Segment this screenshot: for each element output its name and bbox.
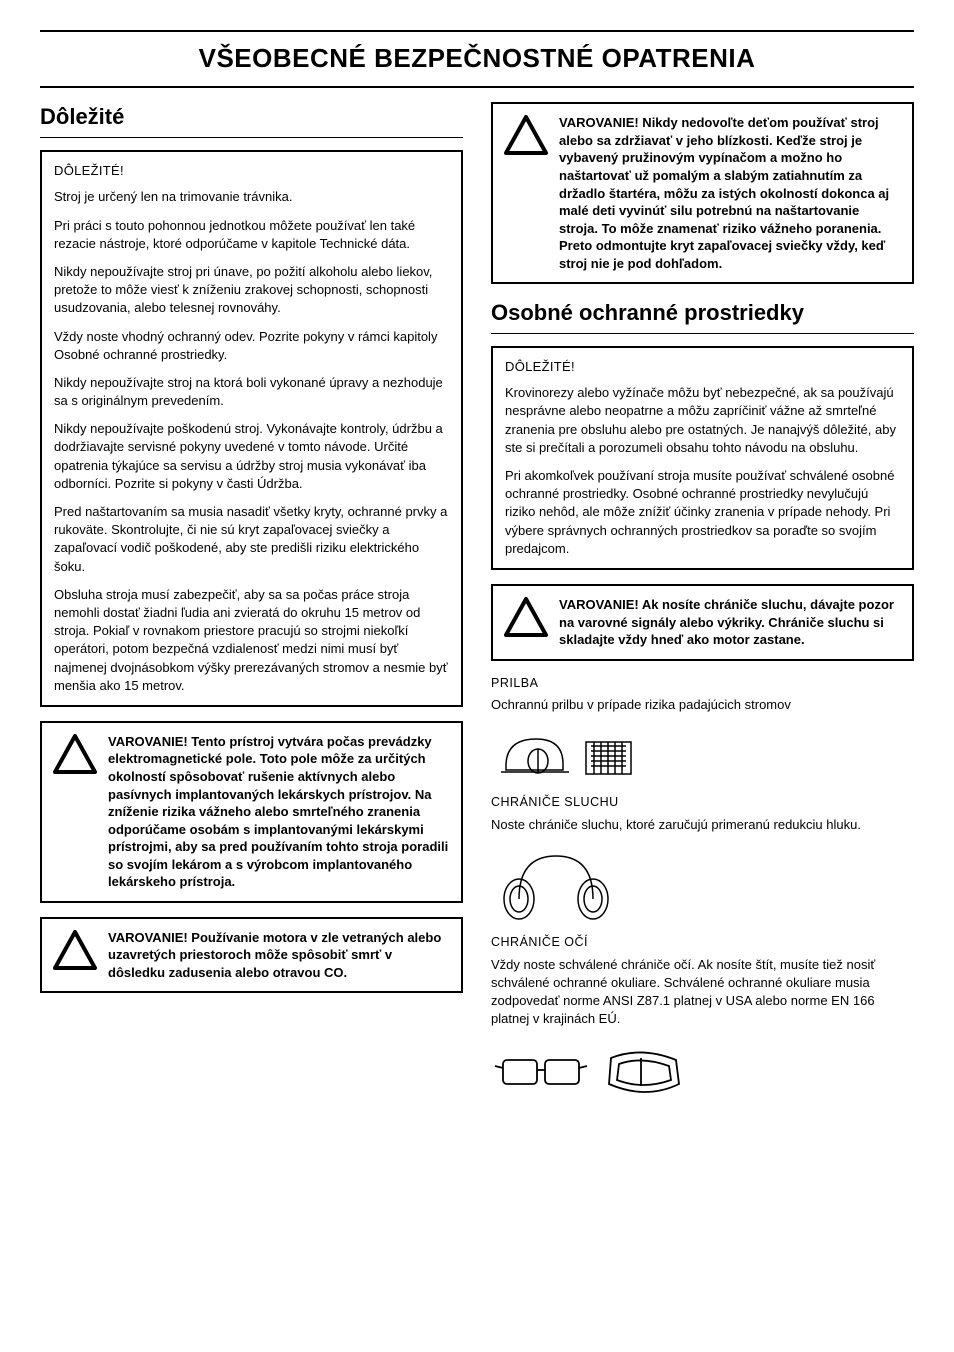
warning-text: VAROVANIE! Tento prístroj vytvára počas …: [108, 733, 449, 891]
important-p: Vždy noste vhodný ochranný odev. Pozrite…: [54, 328, 449, 364]
important-p: Nikdy nepoužívajte poškodenú stroj. Vyko…: [54, 420, 449, 493]
warning-text: VAROVANIE! Ak nosíte chrániče sluchu, dá…: [559, 596, 900, 649]
goggles-illustration: [491, 1038, 914, 1108]
right-heading: Osobné ochranné prostriedky: [491, 298, 914, 329]
right-column: VAROVANIE! Nikdy nedovoľte deťom používa…: [491, 102, 914, 1118]
warning-triangle-icon: [503, 114, 549, 156]
warning-text: VAROVANIE! Nikdy nedovoľte deťom používa…: [559, 114, 900, 272]
left-column: Dôležité DÔLEŽITÉ! Stroj je určený len n…: [40, 102, 463, 1118]
left-important-box: DÔLEŽITÉ! Stroj je určený len na trimova…: [40, 150, 463, 707]
warning-hearing-box: VAROVANIE! Ak nosíte chrániče sluchu, dá…: [491, 584, 914, 661]
page-title: VŠEOBECNÉ BEZPEČNOSTNÉ OPATRENIA: [40, 40, 914, 76]
important-p: Krovinorezy alebo vyžínače môžu byť nebe…: [505, 384, 900, 457]
warning-triangle-icon: [503, 596, 549, 638]
warning-emf-box: VAROVANIE! Tento prístroj vytvára počas …: [40, 721, 463, 903]
important-p: Obsluha stroja musí zabezpečiť, aby sa s…: [54, 586, 449, 695]
important-label: DÔLEŽITÉ!: [54, 162, 449, 180]
important-p: Pred naštartovaním sa musia nasadiť všet…: [54, 503, 449, 576]
warning-triangle-icon: [52, 929, 98, 971]
warning-text: VAROVANIE! Používanie motora v zle vetra…: [108, 929, 449, 982]
important-p: Nikdy nepoužívajte stroj na ktorá boli v…: [54, 374, 449, 410]
important-p: Nikdy nepoužívajte stroj pri únave, po p…: [54, 263, 449, 318]
warning-triangle-icon: [52, 733, 98, 775]
ears-text: Noste chrániče sluchu, ktoré zaručujú pr…: [491, 816, 914, 834]
important-p: Pri práci s touto pohonnou jednotkou môž…: [54, 217, 449, 253]
warning-children-box: VAROVANIE! Nikdy nedovoľte deťom používa…: [491, 102, 914, 284]
eyes-text: Vždy noste schválené chrániče očí. Ak no…: [491, 956, 914, 1029]
earmuff-illustration: [491, 844, 914, 924]
right-important-box: DÔLEŽITÉ! Krovinorezy alebo vyžínače môž…: [491, 346, 914, 570]
ears-subhead: CHRÁNIČE SLUCHU: [491, 794, 914, 812]
important-p: Stroj je určený len na trimovanie trávni…: [54, 188, 449, 206]
helmet-text: Ochrannú prilbu v prípade rizika padajúc…: [491, 696, 914, 714]
two-column-layout: Dôležité DÔLEŽITÉ! Stroj je určený len n…: [40, 102, 914, 1118]
helmet-illustration: [491, 724, 914, 784]
eyes-subhead: CHRÁNIČE OČÍ: [491, 934, 914, 952]
warning-co-box: VAROVANIE! Používanie motora v zle vetra…: [40, 917, 463, 994]
important-label: DÔLEŽITÉ!: [505, 358, 900, 376]
important-p: Pri akomkoľvek používaní stroja musíte p…: [505, 467, 900, 558]
helmet-subhead: PRILBA: [491, 675, 914, 693]
left-heading: Dôležité: [40, 102, 463, 133]
